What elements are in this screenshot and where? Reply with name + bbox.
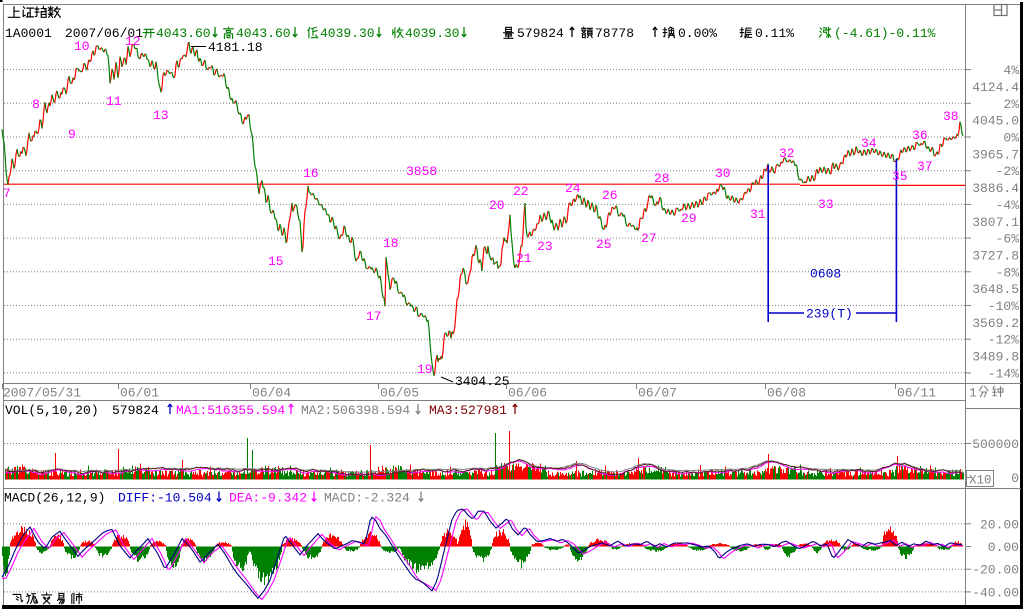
- svg-text:-2%: -2%: [996, 164, 1020, 179]
- svg-text:4%: 4%: [1003, 63, 1019, 78]
- svg-text:4043.60: 4043.60: [236, 26, 291, 41]
- svg-text:13: 13: [153, 108, 169, 123]
- svg-text:(-4.61)-0.11%: (-4.61)-0.11%: [834, 26, 936, 41]
- svg-text:20.00: 20.00: [980, 517, 1019, 532]
- svg-text:-20.00: -20.00: [972, 563, 1019, 578]
- svg-text:3489.8: 3489.8: [972, 350, 1019, 365]
- svg-text:9: 9: [68, 127, 76, 142]
- svg-text:19: 19: [417, 362, 433, 377]
- svg-text:37: 37: [917, 159, 933, 174]
- svg-text:23: 23: [537, 239, 553, 254]
- svg-text:-14%: -14%: [988, 366, 1019, 381]
- svg-text:4039.30: 4039.30: [405, 26, 460, 41]
- svg-text:MA1:516355.594: MA1:516355.594: [176, 403, 285, 418]
- svg-text:X10: X10: [969, 474, 992, 488]
- svg-text:0%: 0%: [1003, 131, 1019, 146]
- svg-text:579824: 579824: [112, 403, 159, 418]
- svg-text:4039.30: 4039.30: [320, 26, 375, 41]
- svg-text:38: 38: [943, 109, 959, 124]
- svg-text:06/11: 06/11: [897, 386, 936, 401]
- svg-text:MACD:-2.324: MACD:-2.324: [324, 491, 410, 506]
- svg-text:29: 29: [681, 211, 697, 226]
- svg-text:-12%: -12%: [988, 333, 1019, 348]
- svg-text:3404.25: 3404.25: [455, 374, 510, 389]
- svg-text:0.00%: 0.00%: [678, 26, 717, 41]
- svg-text:3965.7: 3965.7: [972, 147, 1019, 162]
- svg-text:3727.8: 3727.8: [972, 248, 1019, 263]
- svg-text:24: 24: [565, 181, 581, 196]
- svg-text:DEA:-9.342: DEA:-9.342: [229, 491, 307, 506]
- svg-text:06/05: 06/05: [380, 386, 419, 401]
- svg-text:0.11%: 0.11%: [755, 26, 794, 41]
- svg-text:22: 22: [513, 184, 529, 199]
- svg-text:33: 33: [818, 197, 834, 212]
- svg-text:DIFF:-10.504: DIFF:-10.504: [118, 491, 212, 506]
- svg-text:-6%: -6%: [996, 232, 1020, 247]
- svg-text:06/07: 06/07: [638, 386, 677, 401]
- svg-text:4124.4: 4124.4: [972, 80, 1019, 95]
- svg-text:2%: 2%: [1003, 97, 1019, 112]
- svg-text:06/04: 06/04: [252, 386, 291, 401]
- svg-text:34: 34: [861, 136, 877, 151]
- svg-text:10: 10: [74, 39, 90, 54]
- svg-text:2007/05/31: 2007/05/31: [3, 386, 81, 401]
- svg-text:8: 8: [32, 97, 40, 112]
- svg-text:20: 20: [489, 198, 505, 213]
- svg-text:-4%: -4%: [996, 198, 1020, 213]
- svg-text:25: 25: [596, 237, 612, 252]
- svg-text:28: 28: [654, 171, 670, 186]
- svg-text:36: 36: [912, 128, 928, 143]
- svg-text:500000: 500000: [972, 437, 1019, 452]
- svg-text:0.00: 0.00: [988, 540, 1019, 555]
- svg-text:MA2:506398.594: MA2:506398.594: [301, 403, 410, 418]
- svg-text:78778: 78778: [595, 26, 634, 41]
- svg-text:3569.2: 3569.2: [972, 316, 1019, 331]
- svg-text:3807.1: 3807.1: [972, 215, 1019, 230]
- svg-text:17: 17: [366, 309, 382, 324]
- svg-text:579824: 579824: [517, 26, 564, 41]
- svg-text:4045.0: 4045.0: [972, 114, 1019, 129]
- svg-text:21: 21: [516, 251, 532, 266]
- svg-text:30: 30: [715, 166, 731, 181]
- svg-text:26: 26: [602, 188, 618, 203]
- svg-text:06/01: 06/01: [120, 386, 159, 401]
- svg-text:15: 15: [268, 254, 284, 269]
- svg-text:MACD(26,12,9): MACD(26,12,9): [4, 491, 105, 506]
- svg-text:06/06: 06/06: [508, 386, 547, 401]
- svg-text:1: 1: [969, 386, 977, 401]
- svg-text:4181.18: 4181.18: [208, 40, 263, 55]
- svg-text:18: 18: [383, 236, 399, 251]
- svg-text:VOL(5,10,20): VOL(5,10,20): [5, 403, 99, 418]
- svg-text:11: 11: [106, 94, 122, 109]
- svg-text:27: 27: [641, 231, 657, 246]
- svg-text:-40.00: -40.00: [972, 585, 1019, 600]
- svg-text:35: 35: [892, 169, 908, 184]
- svg-text:239(T): 239(T): [806, 307, 853, 322]
- svg-text:16: 16: [303, 166, 319, 181]
- svg-text:3648.5: 3648.5: [972, 282, 1019, 297]
- svg-text:0: 0: [1011, 471, 1019, 486]
- svg-text:-8%: -8%: [996, 265, 1020, 280]
- svg-text:0608: 0608: [810, 267, 841, 282]
- svg-text:4043.60: 4043.60: [156, 26, 211, 41]
- svg-text:3858: 3858: [406, 164, 437, 179]
- svg-text:12: 12: [125, 34, 141, 49]
- svg-text:1A0001: 1A0001: [5, 26, 52, 41]
- svg-text:-10%: -10%: [988, 299, 1019, 314]
- svg-text:32: 32: [779, 146, 795, 161]
- svg-text:31: 31: [750, 207, 766, 222]
- svg-text:7: 7: [3, 186, 11, 201]
- svg-text:3886.4: 3886.4: [972, 181, 1019, 196]
- svg-text:2007/06/01: 2007/06/01: [65, 26, 143, 41]
- svg-text:06/08: 06/08: [767, 386, 806, 401]
- svg-text:MA3:527981: MA3:527981: [429, 403, 507, 418]
